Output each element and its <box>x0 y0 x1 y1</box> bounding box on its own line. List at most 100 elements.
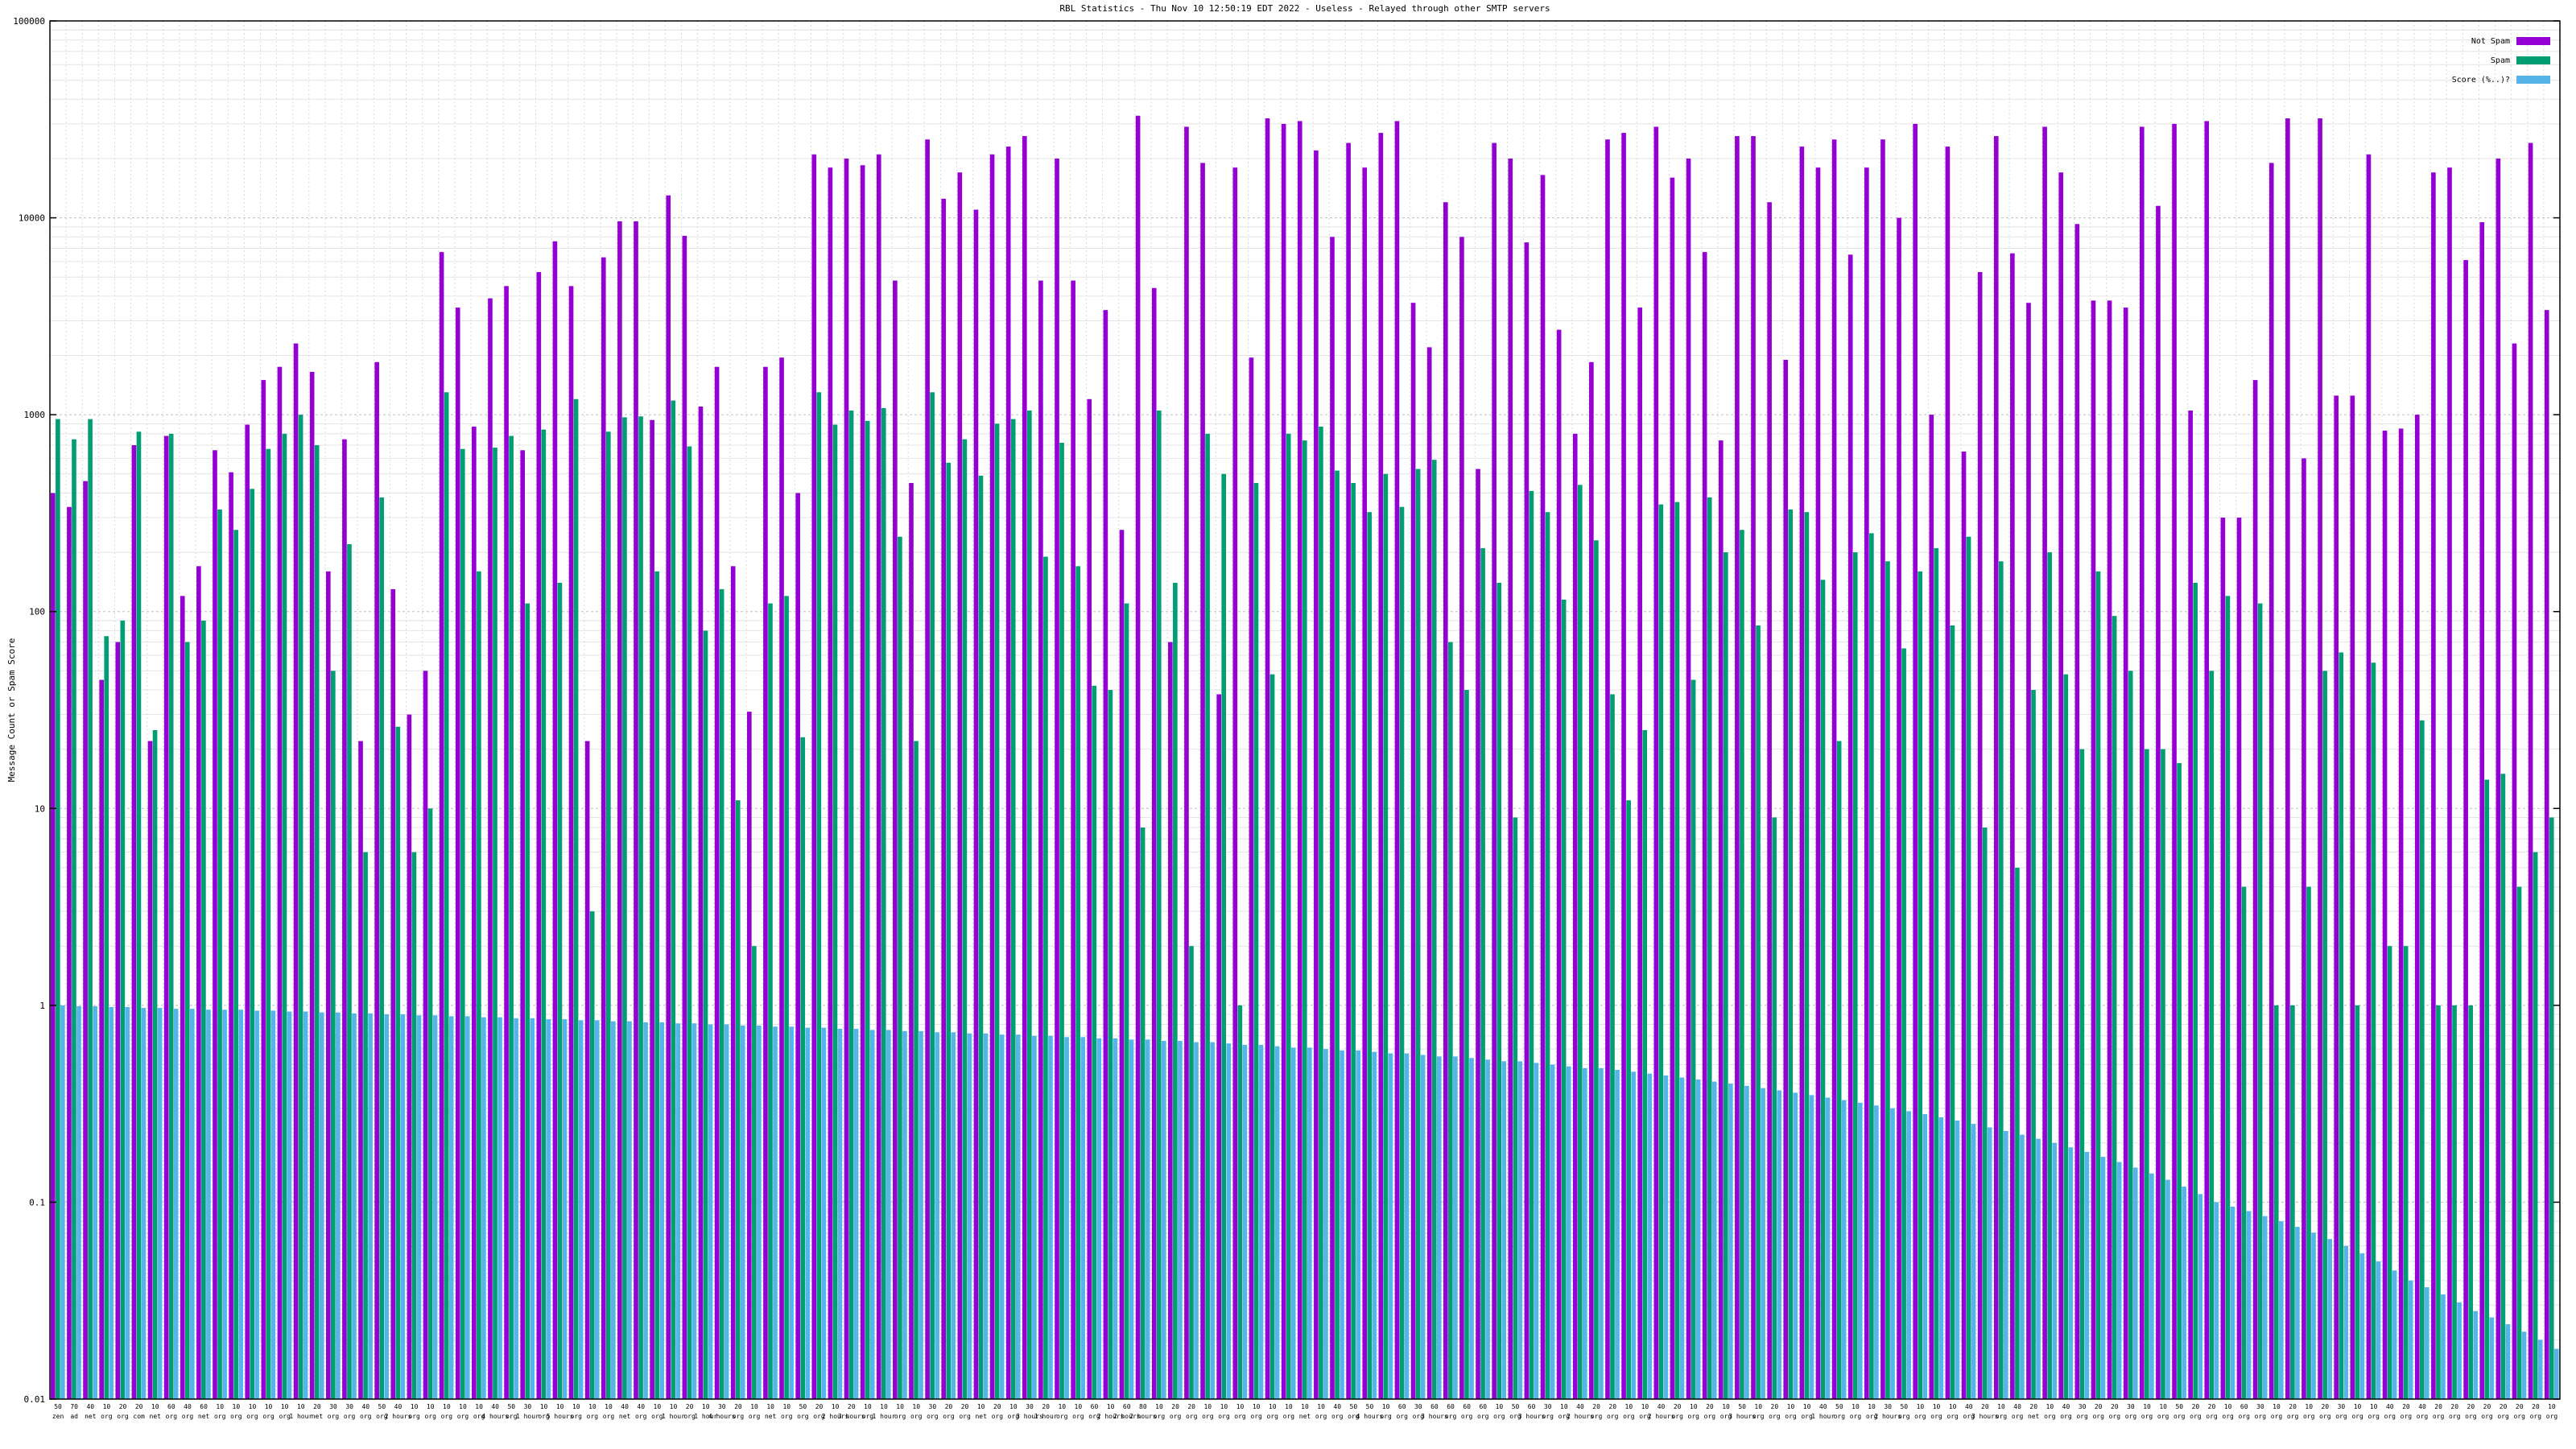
x-tick-label-top: 30 <box>2338 1403 2346 1410</box>
bar-spam <box>1302 440 1307 1400</box>
bar-spam <box>2516 886 2522 1399</box>
bar-spam <box>719 588 724 1399</box>
bar-spam <box>1772 817 1777 1399</box>
bar-not-spam <box>488 298 493 1399</box>
bar-not-spam <box>1977 272 1983 1400</box>
bar-not-spam <box>730 566 736 1400</box>
x-tick-label-top: 10 <box>1269 1403 1277 1410</box>
x-tick-label-top: 60 <box>1479 1403 1487 1410</box>
bar-spam <box>2468 1005 2473 1399</box>
x-tick-label-top: 10 <box>782 1403 791 1410</box>
x-tick-label-top: 50 <box>799 1403 807 1410</box>
bar-not-spam <box>1394 121 1400 1399</box>
x-tick-label-bottom: org <box>1834 1413 1846 1420</box>
x-tick-label-bottom: 2 hours <box>1648 1413 1675 1420</box>
bar-not-spam <box>99 679 104 1399</box>
x-tick-label-bottom: org <box>166 1413 178 1420</box>
x-tick-label-top: 30 <box>1414 1403 1422 1410</box>
bar-not-spam <box>2188 410 2193 1399</box>
x-tick-label-bottom: 4 hours <box>481 1413 509 1420</box>
bar-spam <box>752 946 757 1399</box>
x-tick-label-top: 20 <box>961 1403 969 1410</box>
x-tick-label-bottom: ad <box>70 1413 78 1420</box>
x-tick-label-bottom: org <box>1493 1413 1505 1420</box>
x-tick-label-bottom: org <box>2449 1413 2461 1420</box>
bar-score <box>384 1014 390 1399</box>
x-tick-label-top: 50 <box>1738 1403 1746 1410</box>
bar-not-spam <box>1071 280 1075 1399</box>
x-tick-label-top: 10 <box>249 1403 257 1410</box>
bar-spam <box>347 543 352 1399</box>
bar-score <box>675 1023 681 1399</box>
bar-score <box>2425 1287 2429 1399</box>
bar-score <box>1356 1050 1360 1399</box>
bar-spam <box>1934 547 1939 1399</box>
bar-spam <box>865 420 870 1399</box>
bar-score <box>1695 1079 1701 1399</box>
legend-swatch <box>2516 56 2550 64</box>
bar-spam <box>477 571 481 1399</box>
bar-score <box>2116 1162 2122 1399</box>
x-tick-label-bottom: org <box>1218 1413 1230 1420</box>
x-tick-label-top: 60 <box>1123 1403 1131 1410</box>
bar-score <box>206 1009 211 1399</box>
x-tick-label-bottom: org <box>2401 1413 2413 1420</box>
bar-score <box>967 1033 972 1399</box>
x-tick-label-bottom: org <box>1752 1413 1765 1420</box>
x-tick-label-top: 30 <box>1544 1403 1552 1410</box>
bar-score <box>740 1025 745 1399</box>
x-tick-label-top: 20 <box>848 1403 856 1410</box>
bar-score <box>60 1005 65 1399</box>
bar-spam <box>622 417 627 1399</box>
x-tick-label-bottom: org <box>1234 1413 1246 1420</box>
x-tick-label-top: 10 <box>1285 1403 1293 1410</box>
x-tick-label-bottom: 3 hours <box>1971 1413 1999 1420</box>
x-tick-label-top: 30 <box>1026 1403 1034 1410</box>
bar-score <box>2198 1194 2203 1399</box>
bar-not-spam <box>1864 167 1869 1400</box>
x-tick-label-top: 30 <box>2256 1403 2264 1410</box>
bar-score <box>789 1026 794 1399</box>
x-tick-label-bottom: 2 hours <box>1874 1413 1901 1420</box>
x-tick-label-bottom: org <box>2530 1413 2542 1420</box>
bar-spam <box>88 419 93 1399</box>
bar-not-spam <box>2366 154 2372 1400</box>
bar-spam <box>1092 685 1097 1399</box>
bar-not-spam <box>1265 118 1270 1400</box>
bar-score <box>1550 1064 1555 1399</box>
bar-spam <box>1658 504 1664 1399</box>
bar-score <box>1761 1088 1765 1399</box>
x-tick-label-bottom: org <box>635 1413 647 1420</box>
x-tick-label-top: 30 <box>2079 1403 2087 1410</box>
x-tick-label-top: 10 <box>1787 1403 1795 1410</box>
x-tick-label-bottom: org <box>2417 1413 2429 1420</box>
bar-spam <box>2290 1005 2295 1399</box>
bar-score <box>141 1008 147 1399</box>
x-tick-label-bottom: org <box>2513 1413 2525 1420</box>
bar-not-spam <box>2512 343 2517 1399</box>
y-tick-label: 0.01 <box>24 1394 46 1405</box>
bar-spam <box>1869 533 1874 1399</box>
bar-score <box>1453 1056 1458 1399</box>
x-tick-label-bottom: org <box>2239 1413 2251 1420</box>
bar-spam <box>493 448 497 1399</box>
x-tick-label-top: 40 <box>394 1403 402 1410</box>
bar-not-spam <box>1476 469 1480 1399</box>
x-tick-label-bottom: org <box>2060 1413 2072 1420</box>
x-tick-label-bottom: net <box>198 1413 210 1420</box>
bar-not-spam <box>1767 202 1772 1400</box>
x-tick-label-bottom: org <box>2222 1413 2234 1420</box>
bar-spam <box>1852 552 1858 1399</box>
bar-score <box>773 1026 778 1399</box>
x-tick-label-bottom: org <box>2303 1413 2315 1420</box>
bar-score <box>368 1013 373 1399</box>
bar-not-spam <box>439 252 444 1400</box>
bar-score <box>2004 1130 2008 1399</box>
x-tick-label-top: 10 <box>443 1403 451 1410</box>
bar-not-spam <box>1459 237 1464 1400</box>
bar-spam <box>687 446 692 1399</box>
bar-not-spam <box>261 380 266 1400</box>
x-tick-label-bottom: org <box>1996 1413 2008 1420</box>
bar-not-spam <box>1492 142 1496 1399</box>
bar-not-spam <box>1572 433 1578 1400</box>
